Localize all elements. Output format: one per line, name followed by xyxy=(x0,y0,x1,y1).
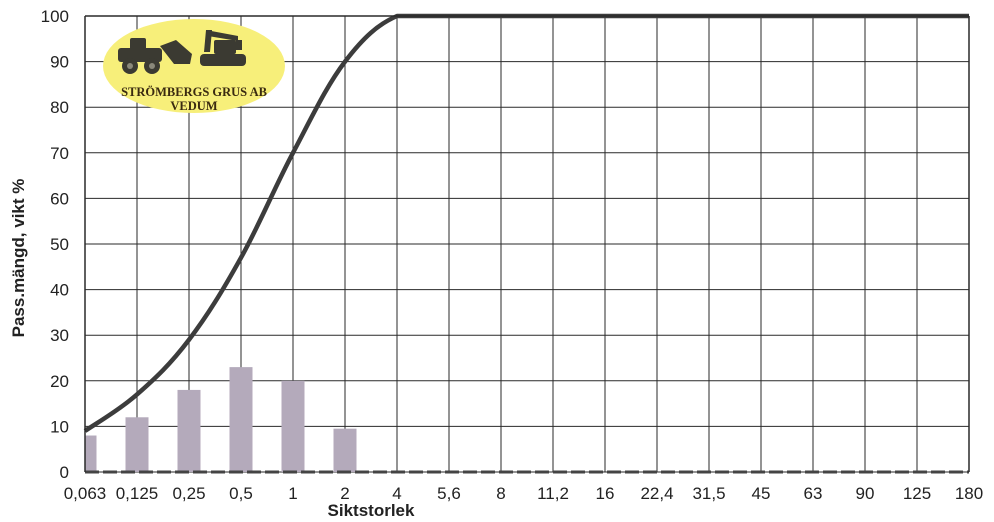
y-tick-labels: 0 10 20 30 40 50 60 70 80 90 100 xyxy=(41,7,69,482)
y-tick-label: 80 xyxy=(50,98,69,117)
x-tick-label: 2 xyxy=(340,484,349,503)
y-axis-title: Pass.mängd, vikt % xyxy=(9,179,28,338)
x-tick-label: 125 xyxy=(903,484,931,503)
x-tick-label: 31,5 xyxy=(692,484,725,503)
y-tick-label: 0 xyxy=(60,463,69,482)
company-logo: STRÖMBERGS GRUS AB VEDUM xyxy=(103,19,285,113)
x-tick-label: 0,5 xyxy=(229,484,253,503)
logo-company-name: STRÖMBERGS GRUS AB xyxy=(121,85,267,99)
y-tick-label: 90 xyxy=(50,53,69,72)
x-tick-label: 4 xyxy=(392,484,401,503)
logo-location: VEDUM xyxy=(170,99,217,113)
y-tick-label: 50 xyxy=(50,235,69,254)
y-tick-label: 10 xyxy=(50,417,69,436)
bar-series xyxy=(85,367,357,472)
x-tick-label: 16 xyxy=(596,484,615,503)
x-tick-label: 5,6 xyxy=(437,484,461,503)
loader-icon xyxy=(118,38,192,74)
x-tick-label: 22,4 xyxy=(640,484,673,503)
x-tick-label: 180 xyxy=(955,484,983,503)
x-tick-label: 0,063 xyxy=(64,484,107,503)
y-tick-label: 20 xyxy=(50,372,69,391)
excavator-icon xyxy=(200,30,246,66)
x-axis-title: Siktstorlek xyxy=(328,501,415,520)
x-tick-label: 0,125 xyxy=(116,484,159,503)
bar-0,25 xyxy=(177,389,201,472)
axes xyxy=(84,15,970,474)
x-tick-label: 11,2 xyxy=(537,484,569,503)
x-tick-label: 63 xyxy=(804,484,823,503)
x-tick-label: 90 xyxy=(856,484,875,503)
bar-0,063 xyxy=(85,435,97,472)
x-tick-label: 8 xyxy=(496,484,505,503)
bar-2 xyxy=(333,428,357,472)
y-tick-label: 40 xyxy=(50,281,69,300)
y-tick-label: 60 xyxy=(50,189,69,208)
x-tick-label: 45 xyxy=(752,484,771,503)
x-tick-label: 1 xyxy=(288,484,297,503)
x-tick-label: 0,25 xyxy=(172,484,205,503)
x-tick-labels: 0,063 0,125 0,25 0,5 1 2 4 5,6 8 11,2 16 22,4 31,5 45… xyxy=(64,484,983,503)
bar-0,5 xyxy=(229,367,253,472)
bar-0,125 xyxy=(125,417,149,472)
bar-1 xyxy=(281,380,305,472)
y-tick-label: 100 xyxy=(41,7,69,26)
y-tick-label: 30 xyxy=(50,326,69,345)
y-tick-label: 70 xyxy=(50,144,69,163)
